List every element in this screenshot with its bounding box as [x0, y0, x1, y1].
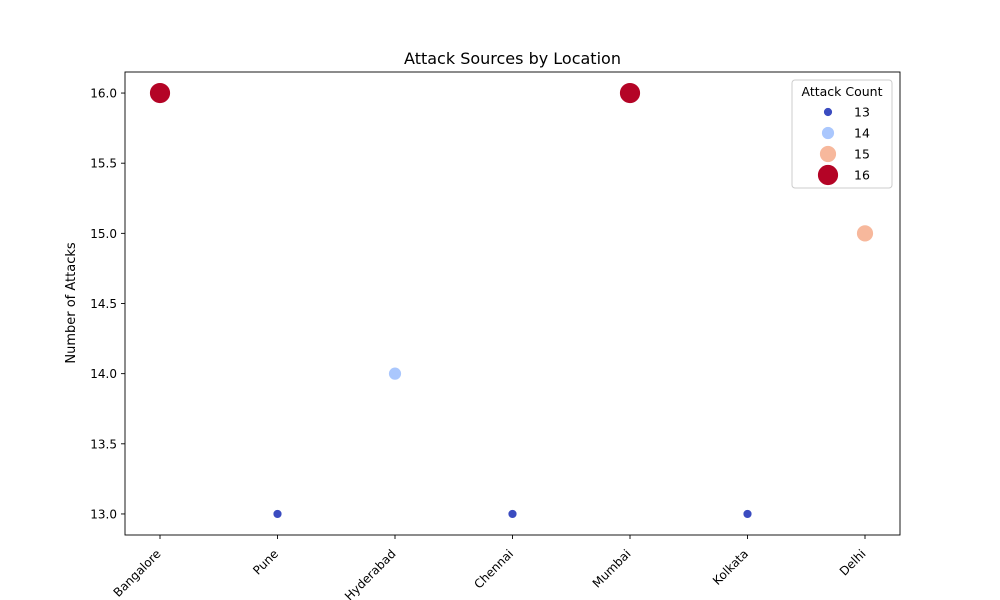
chart-title: Attack Sources by Location	[404, 49, 621, 68]
legend-marker	[819, 145, 837, 163]
y-tick-label: 14.5	[90, 297, 117, 311]
x-tick-label: Delhi	[837, 547, 869, 579]
legend-marker	[823, 107, 833, 117]
legend-frame	[791, 79, 893, 189]
data-point	[619, 82, 641, 104]
x-tick-label: Chennai	[471, 547, 516, 592]
x-tick-label: Mumbai	[590, 547, 634, 591]
data-point	[507, 509, 518, 519]
y-tick-label: 15.5	[90, 157, 117, 171]
legend-label: 14	[854, 126, 870, 141]
y-tick-label: 16.0	[90, 87, 117, 101]
y-tick-label: 13.0	[90, 507, 117, 521]
y-tick-label: 14.0	[90, 367, 117, 381]
y-tick-label: 13.5	[90, 437, 117, 451]
legend-label: 16	[854, 168, 870, 183]
x-tick-label: Pune	[250, 547, 281, 578]
legend: Attack Count 13 14 15 16	[791, 79, 893, 189]
legend-label: 15	[854, 147, 870, 162]
data-point	[149, 82, 171, 104]
data-point	[272, 509, 283, 519]
y-tick-label: 15.0	[90, 227, 117, 241]
x-tick-label: Hyderabad	[342, 547, 399, 600]
legend-marker	[821, 126, 835, 140]
data-point	[856, 224, 874, 243]
x-tick-label: Bangalore	[111, 547, 164, 600]
legend-label: 13	[854, 105, 870, 120]
data-point	[388, 366, 402, 381]
y-axis-label: Number of Attacks	[64, 242, 79, 364]
data-point	[742, 509, 753, 519]
legend-marker	[817, 164, 839, 186]
plot-area: 13.0 13.5 14.0 14.5 15.0 15.5 16.0 Bangalore Pun…	[90, 71, 901, 600]
x-tick-label: Kolkata	[710, 547, 751, 588]
axes-frame	[124, 71, 901, 536]
legend-title: Attack Count	[802, 84, 883, 99]
